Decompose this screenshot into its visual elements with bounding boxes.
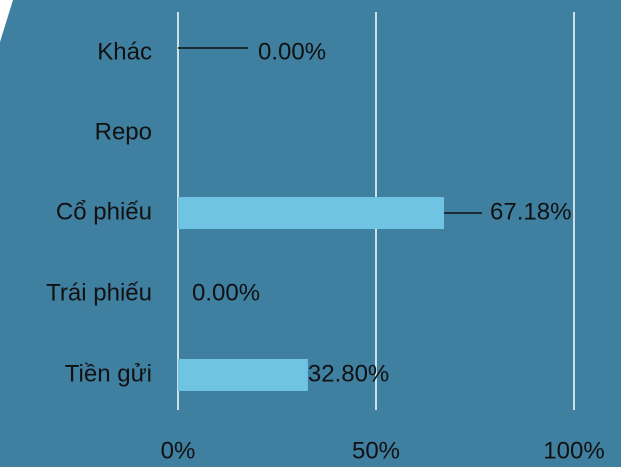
value-label: 0.00% — [258, 38, 326, 65]
y-tick-label: Khác — [97, 38, 152, 65]
x-tick-label: 0% — [161, 437, 196, 464]
y-tick-label: Tiền gửi — [65, 360, 152, 387]
y-tick-label: Trái phiếu — [46, 279, 152, 306]
value-label: 67.18% — [490, 198, 571, 225]
value-label: 0.00% — [192, 279, 260, 306]
x-tick-label: 50% — [352, 437, 400, 464]
corner-decoration — [0, 0, 13, 42]
y-tick-label: Cổ phiếu — [56, 198, 152, 225]
bar — [178, 359, 308, 391]
y-tick-label: Repo — [95, 118, 152, 145]
value-label: 32.80% — [308, 360, 389, 387]
bar — [178, 197, 445, 229]
x-tick-label: 100% — [543, 437, 604, 464]
